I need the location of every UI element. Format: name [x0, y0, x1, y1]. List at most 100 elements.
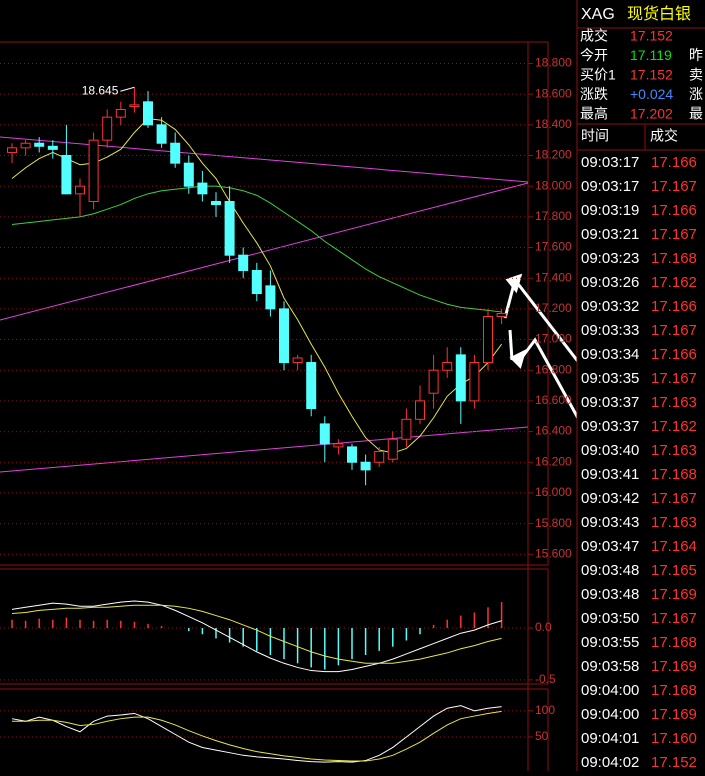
trade-price: 17.152 — [651, 754, 697, 771]
trade-time: 09:03:37 — [581, 394, 639, 411]
symbol: XAG — [581, 6, 615, 23]
y-tick-label: 16.000 — [535, 485, 572, 499]
symbol-name: 现货白银 — [627, 5, 691, 23]
candle-body — [360, 461, 371, 471]
candle-body — [102, 116, 113, 141]
trade-price: 17.167 — [651, 178, 697, 195]
candle-body — [170, 142, 181, 164]
candle-body — [401, 418, 412, 440]
trade-price: 17.169 — [651, 658, 697, 675]
indicator-line — [11, 600, 502, 673]
y-tick-label: 18.600 — [535, 86, 572, 100]
trade-price: 17.167 — [651, 226, 697, 243]
trade-price: 17.163 — [651, 514, 697, 531]
candle-body — [469, 362, 480, 402]
trade-time: 09:04:00 — [581, 682, 639, 699]
quote-value: 17.202 — [630, 106, 673, 122]
trend-line — [0, 426, 529, 473]
candle-body — [442, 362, 453, 371]
trade-time: 09:04:01 — [581, 730, 639, 747]
y-tick-label: 18.400 — [535, 117, 572, 131]
trade-price: 17.169 — [651, 586, 697, 603]
trade-price: 17.167 — [651, 490, 697, 507]
trade-time: 09:03:43 — [581, 514, 639, 531]
candle-body — [47, 145, 58, 150]
trade-price: 17.162 — [651, 418, 697, 435]
trade-time: 09:03:34 — [581, 346, 639, 363]
trade-time: 09:03:19 — [581, 202, 639, 219]
table-header: 成交 — [650, 128, 678, 144]
indicator-line — [11, 705, 502, 763]
candle-body — [455, 354, 466, 402]
trade-price: 17.166 — [651, 154, 697, 171]
y-tick-label: 17.600 — [535, 240, 572, 254]
trade-time: 09:03:55 — [581, 634, 639, 651]
candle-body — [183, 162, 194, 187]
y-tick-label: 18.200 — [535, 148, 572, 162]
trade-time: 09:03:48 — [581, 586, 639, 603]
candle-body — [61, 154, 72, 195]
candle-body — [265, 285, 276, 310]
candle-body — [197, 182, 208, 195]
trade-price: 17.166 — [651, 202, 697, 219]
trade-time: 09:03:23 — [581, 250, 639, 267]
trade-time: 09:03:33 — [581, 322, 639, 339]
trade-price: 17.166 — [651, 298, 697, 315]
candle-body — [387, 438, 398, 460]
trade-time: 09:03:58 — [581, 658, 639, 675]
y-tick-label: 16.800 — [535, 362, 572, 376]
y-tick-label: 0.0 — [535, 620, 552, 634]
quote-value: +0.024 — [630, 86, 673, 102]
candle-body — [306, 362, 317, 410]
trade-time: 09:03:26 — [581, 274, 639, 291]
trade-price: 17.167 — [651, 322, 697, 339]
candle-body — [211, 201, 221, 206]
candle-body — [496, 312, 507, 318]
trade-time: 09:03:41 — [581, 466, 639, 483]
trade-price: 17.166 — [651, 346, 697, 363]
trade-time: 09:03:21 — [581, 226, 639, 243]
candle-body — [483, 316, 493, 364]
candle-body — [428, 369, 439, 394]
candle-body — [347, 446, 357, 463]
trade-time: 09:03:37 — [581, 418, 639, 435]
side-panel — [577, 0, 705, 771]
trade-price: 17.168 — [651, 634, 697, 651]
quote-label: 最高 — [580, 106, 608, 122]
trade-time: 09:03:40 — [581, 442, 639, 459]
indicator-line — [11, 185, 502, 313]
quote-label: 买价1 — [580, 67, 616, 83]
y-tick-label: 17.200 — [535, 301, 572, 315]
y-tick-label: 18.000 — [535, 178, 572, 192]
quote-value: 17.152 — [630, 67, 673, 83]
y-tick-label: 17.000 — [535, 332, 572, 346]
trade-price: 17.168 — [651, 682, 697, 699]
quote-label: 成交 — [580, 28, 608, 44]
quote-label: 涨跌 — [580, 86, 608, 102]
candle-body — [88, 139, 99, 203]
quote-label: 卖 — [689, 67, 703, 83]
candle-body — [279, 308, 289, 364]
trade-time: 09:03:17 — [581, 178, 639, 195]
quote-value: 17.152 — [630, 28, 673, 44]
candle-body — [319, 423, 330, 445]
candle-body — [292, 357, 303, 364]
trade-price: 17.168 — [651, 250, 697, 267]
indicator-line — [12, 710, 502, 762]
quote-value: 17.119 — [630, 47, 672, 63]
candle-body — [20, 142, 31, 149]
quote-label: 今开 — [580, 47, 608, 63]
trade-price: 17.162 — [651, 274, 697, 291]
trade-time: 09:03:35 — [581, 370, 639, 387]
trade-time: 09:04:00 — [581, 706, 639, 723]
y-tick-label: 16.400 — [535, 424, 572, 438]
trade-time: 09:03:17 — [581, 154, 639, 171]
trade-price: 17.163 — [651, 394, 697, 411]
y-tick-label: 18.800 — [535, 56, 572, 70]
trade-time: 09:03:47 — [581, 538, 639, 555]
trade-price: 17.165 — [651, 562, 697, 579]
trade-time: 09:04:02 — [581, 754, 639, 771]
candle-body — [374, 451, 385, 463]
kdj-panel-border — [0, 688, 549, 776]
candle-body — [238, 254, 249, 272]
